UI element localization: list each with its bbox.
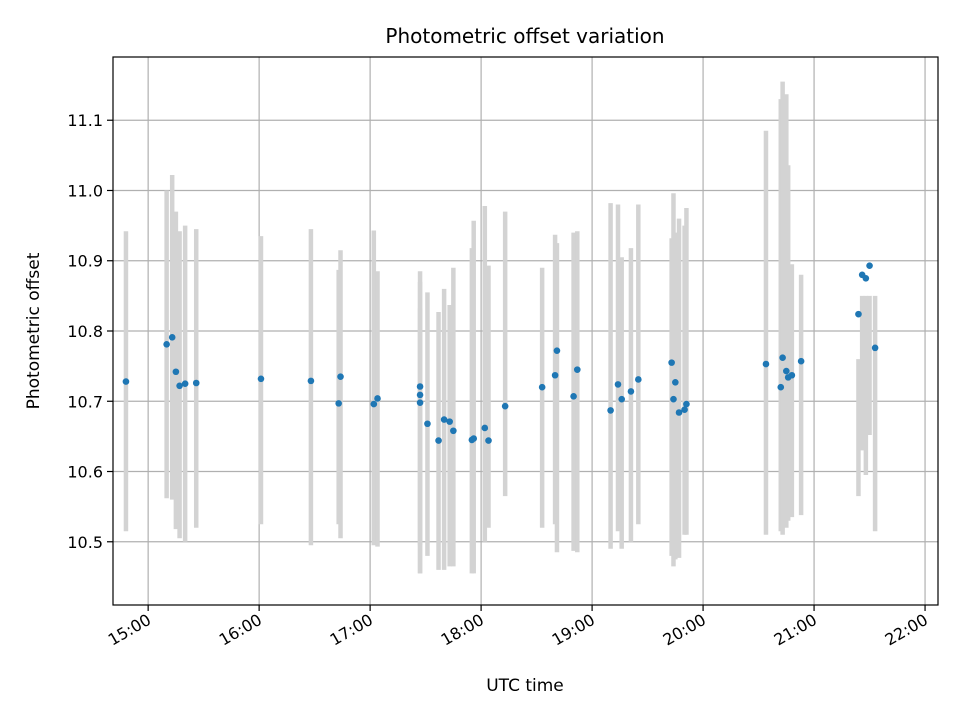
data-point: [783, 367, 790, 375]
data-point: [416, 399, 424, 406]
data-point: [470, 435, 478, 442]
data-point: [176, 382, 183, 390]
data-point: [172, 368, 180, 376]
data-point: [573, 366, 581, 373]
data-point: [307, 377, 315, 385]
data-point: [866, 262, 873, 269]
data-point: [675, 409, 683, 416]
data-points: [122, 262, 879, 444]
data-point: [614, 381, 622, 388]
data-point: [607, 407, 614, 414]
data-point: [788, 371, 796, 379]
data-point: [450, 427, 457, 435]
data-point: [337, 373, 344, 380]
data-point: [668, 359, 675, 366]
data-point: [779, 354, 786, 361]
data-point: [440, 416, 448, 423]
y-tick-label: 10.6: [67, 463, 103, 482]
y-tick-label: 11.0: [67, 181, 103, 200]
data-point: [797, 357, 805, 365]
data-point: [570, 393, 577, 400]
data-point: [862, 275, 870, 282]
x-axis-label: UTC time: [486, 676, 564, 696]
data-point: [618, 395, 625, 403]
y-axis: 10.5 10.6 10.7 10.8 10.9 11.0 11.1: [67, 111, 113, 552]
data-point: [762, 360, 770, 368]
data-point: [627, 388, 635, 395]
data-point: [257, 375, 265, 383]
data-point: [553, 347, 561, 354]
data-point: [416, 391, 424, 399]
y-tick-label: 10.5: [67, 533, 103, 552]
data-point: [168, 334, 176, 341]
data-point: [181, 380, 189, 387]
data-point: [481, 424, 489, 432]
data-point: [538, 383, 546, 391]
y-tick-label: 10.9: [67, 252, 103, 271]
data-point: [635, 376, 642, 383]
data-point: [446, 418, 453, 425]
data-point: [424, 420, 431, 428]
data-point: [672, 378, 679, 386]
data-point: [335, 400, 342, 407]
data-point: [501, 402, 509, 410]
data-point: [670, 395, 677, 403]
data-point: [681, 406, 688, 413]
data-point: [435, 437, 442, 444]
y-tick-label: 11.1: [67, 111, 103, 130]
y-tick-label: 10.8: [67, 322, 103, 341]
error-bars: [123, 81, 878, 574]
data-point: [871, 344, 879, 352]
data-point: [374, 395, 381, 402]
data-point: [122, 378, 130, 385]
data-point: [163, 341, 170, 348]
y-tick-label: 10.7: [67, 392, 103, 411]
data-point: [416, 383, 424, 390]
data-point: [855, 310, 862, 318]
y-axis-label: Photometric offset: [24, 252, 44, 409]
data-point: [683, 400, 690, 408]
data-point: [370, 400, 378, 408]
data-point: [485, 437, 492, 444]
data-point: [777, 383, 785, 391]
data-point: [192, 379, 200, 387]
chart-title: Photometric offset variation: [385, 24, 664, 48]
data-point: [551, 371, 559, 379]
